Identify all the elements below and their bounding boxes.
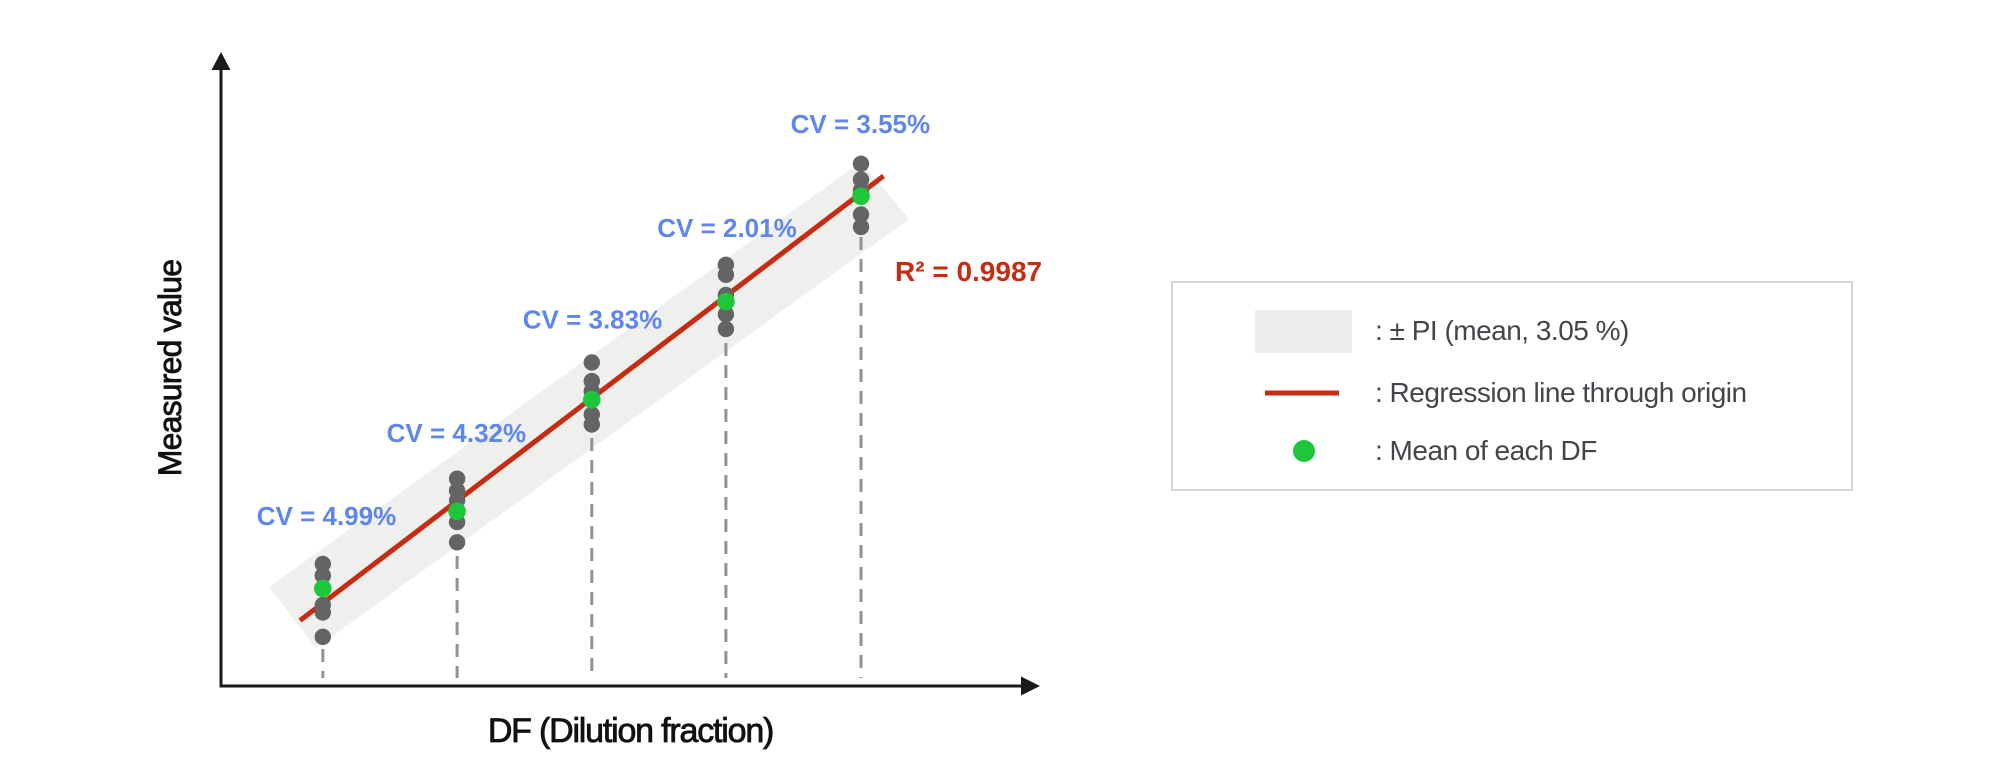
svg-text:CV = 3.83%: CV = 3.83% bbox=[523, 305, 662, 335]
svg-text:DF (Dilution fraction): DF (Dilution fraction) bbox=[488, 712, 773, 750]
svg-text:R² = 0.9987: R² = 0.9987 bbox=[895, 256, 1042, 287]
svg-text:: ± PI (mean, 3.05 %): : ± PI (mean, 3.05 %) bbox=[1375, 315, 1629, 346]
svg-text:: Mean of each DF: : Mean of each DF bbox=[1375, 435, 1597, 466]
svg-text:: Regression line through orig: : Regression line through origin bbox=[1375, 377, 1747, 408]
svg-text:CV = 4.32%: CV = 4.32% bbox=[387, 418, 526, 448]
svg-text:Measured value: Measured value bbox=[152, 260, 188, 477]
svg-text:CV = 3.55%: CV = 3.55% bbox=[791, 109, 930, 139]
svg-text:CV = 2.01%: CV = 2.01% bbox=[657, 213, 796, 243]
svg-text:CV = 4.99%: CV = 4.99% bbox=[257, 501, 396, 531]
